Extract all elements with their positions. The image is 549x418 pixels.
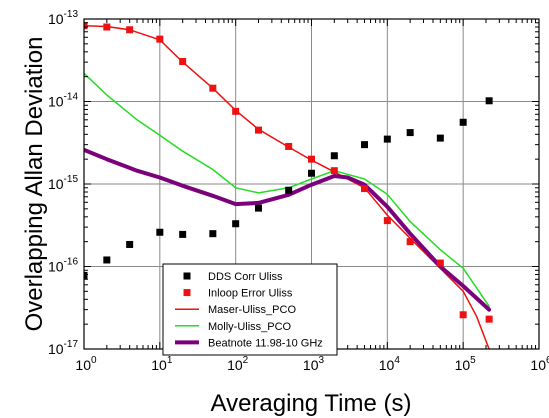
series-1-point bbox=[179, 58, 187, 66]
y-axis-label: Overlapping Allan Deviation bbox=[21, 37, 48, 332]
x-tick-label: 101 bbox=[151, 355, 173, 373]
series-1-point bbox=[485, 315, 493, 323]
legend-label: Inloop Error Uliss bbox=[208, 288, 293, 300]
y-tick-label: 10-17 bbox=[48, 339, 78, 357]
series-1-point bbox=[308, 155, 315, 163]
legend: DDS Corr Uliss Inloop Error Uliss Maser-Ul… bbox=[162, 263, 338, 356]
legend-label: Maser-Uliss_PCO bbox=[208, 304, 296, 316]
y-tick-labels: 10-17 10-16 10-15 10-14 10-13 bbox=[48, 9, 78, 357]
series-0-point bbox=[232, 220, 240, 228]
series-0-point bbox=[361, 141, 369, 149]
legend-swatch bbox=[183, 272, 191, 280]
series-1-point bbox=[232, 107, 240, 115]
series-1-point bbox=[406, 238, 414, 246]
series-0-point bbox=[485, 97, 493, 105]
legend-label: DDS Corr Uliss bbox=[208, 271, 283, 283]
x-tick-label: 100 bbox=[75, 355, 97, 373]
series-1-point bbox=[436, 259, 444, 267]
series-0-point bbox=[254, 204, 262, 212]
series-0-point bbox=[179, 230, 187, 238]
series-1-point bbox=[361, 185, 369, 193]
y-tick-label: 10-13 bbox=[48, 9, 78, 27]
series-layer bbox=[84, 22, 493, 349]
x-tick-labels: 100 101 102 103 104 105 106 bbox=[75, 355, 549, 373]
series-1-point bbox=[103, 23, 111, 31]
x-tick-label: 102 bbox=[227, 355, 249, 373]
series-1-point bbox=[383, 217, 391, 225]
series-1-point bbox=[459, 311, 467, 319]
series-0-point bbox=[156, 228, 164, 236]
series-1-point bbox=[209, 84, 217, 92]
series-1-point bbox=[84, 22, 88, 30]
series-1-point bbox=[126, 26, 134, 34]
series-0-point bbox=[436, 134, 444, 142]
legend-label: Beatnote 11.98-10 GHz bbox=[208, 337, 323, 349]
x-tick-label: 106 bbox=[530, 355, 549, 373]
y-tick-label: 10-15 bbox=[48, 174, 78, 192]
series-1-point bbox=[330, 167, 338, 175]
x-tick-label: 104 bbox=[379, 355, 401, 373]
series-0-point bbox=[103, 256, 111, 264]
y-tick-label: 10-16 bbox=[48, 257, 78, 275]
series-1-point bbox=[254, 126, 262, 134]
series-4-line bbox=[84, 147, 492, 312]
legend-swatch bbox=[183, 289, 191, 297]
series-0-point bbox=[330, 152, 338, 160]
x-tick-label: 103 bbox=[303, 355, 325, 373]
series-0-point bbox=[406, 129, 414, 137]
series-0-point bbox=[126, 240, 134, 248]
series-0-point bbox=[308, 169, 315, 177]
series-1-point bbox=[285, 142, 293, 150]
x-axis-label: Averaging Time (s) bbox=[211, 390, 412, 417]
series-0-point bbox=[209, 230, 217, 238]
y-tick-label: 10-14 bbox=[48, 92, 78, 110]
x-tick-label: 105 bbox=[455, 355, 477, 373]
legend-label: Molly-Uliss_PCO bbox=[208, 321, 292, 333]
series-1-point bbox=[156, 35, 164, 43]
series-0-point bbox=[285, 186, 293, 194]
series-0-point bbox=[383, 135, 391, 143]
series-0-point bbox=[84, 271, 88, 279]
series-0-point bbox=[459, 118, 467, 126]
